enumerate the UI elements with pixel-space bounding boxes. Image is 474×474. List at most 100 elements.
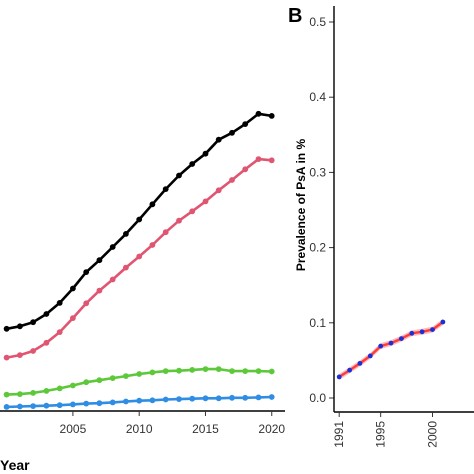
panel-a-point: [70, 315, 76, 321]
panel-a-point: [202, 150, 209, 157]
panel-a-point: [255, 110, 262, 117]
panel-a-point: [17, 352, 23, 358]
panel-b-x-tick-label: 1995: [374, 421, 388, 448]
panel-a-point: [109, 399, 116, 406]
panel-a-point: [176, 396, 182, 402]
panel-a-point: [189, 208, 196, 215]
panel-a-point: [136, 371, 143, 377]
panel-a-point: [83, 379, 90, 386]
panel-a-point: [123, 398, 129, 405]
panel-a-point: [123, 373, 129, 379]
panel-a-point: [30, 348, 36, 354]
panel-a-point: [202, 395, 209, 402]
panel-b-series-layer: [336, 319, 446, 380]
panel-b-y-tick-label: 0.3: [309, 165, 326, 179]
panel-a-point: [162, 186, 169, 193]
panel-a-point: [3, 325, 10, 332]
panel-a-point: [83, 269, 90, 275]
panel-b-y-tick-label: 0.4: [309, 90, 326, 104]
panel-a-point: [255, 368, 262, 374]
panel-a-point: [17, 403, 23, 410]
panel-b-y-tick-label: 0.5: [309, 15, 326, 29]
panel-a-point: [123, 231, 129, 237]
panel-b-y-axis-title: Prevalence of PsA in %: [294, 139, 308, 272]
panel-a-point: [56, 300, 63, 306]
panel-a-point: [123, 264, 129, 271]
panel-a-point: [83, 300, 90, 307]
panel-a-point: [215, 187, 222, 194]
panel-a-point: [229, 129, 235, 136]
panel-a-point: [215, 366, 222, 372]
panel-a-point: [30, 319, 36, 326]
panel-a-point: [242, 394, 249, 401]
panel-a-point: [136, 253, 143, 260]
panel-a-point: [242, 166, 249, 173]
panel-a-point: [56, 385, 63, 392]
panel-b: B Prevalence of PsA in % 0.0 0.1 0.2 0.3 0.4…: [288, 5, 474, 448]
panel-a-point: [30, 403, 36, 409]
panel-b-y-tick-label: 0.0: [309, 391, 326, 405]
panel-b-x-tick-label: 2000: [426, 421, 440, 448]
panel-b-y-tick-label: 0.1: [309, 316, 326, 330]
panel-a-x-ticks: 2005 2010 2015 2020: [60, 411, 285, 436]
panel-b-point: [419, 329, 425, 335]
panel-b-x-ticks: 1991 1995 2000: [332, 412, 440, 448]
panel-a-point: [43, 311, 50, 317]
panel-a-point: [96, 287, 103, 294]
panel-a-point: [109, 276, 116, 283]
panel-b-point: [388, 340, 394, 346]
panel-a-point: [3, 404, 10, 410]
panel-a-point: [229, 394, 235, 401]
panel-b-point: [440, 319, 446, 325]
panel-b-point: [378, 343, 384, 349]
panel-b-point: [347, 367, 352, 373]
panel-a-point: [109, 375, 116, 381]
panel-a-point: [83, 400, 90, 407]
panel-a-point: [268, 394, 275, 400]
panel-a-point: [242, 368, 249, 374]
panel-a-series-layer: [3, 110, 275, 410]
panel-a-point: [176, 367, 182, 374]
panel-a-point: [136, 397, 143, 404]
panel-b-y-tick-label: 0.2: [309, 241, 326, 255]
panel-a-point: [43, 339, 50, 346]
panel-a-point: [202, 198, 209, 205]
panel-a-x-tick-label: 2005: [60, 422, 87, 436]
panel-b-point: [357, 361, 363, 366]
panel-a-point: [202, 366, 209, 372]
panel-a-point: [268, 113, 275, 119]
panel-a-point: [43, 388, 50, 394]
panel-a-point: [3, 391, 10, 398]
panel-a-point: [70, 285, 76, 292]
panel-a-point: [215, 136, 222, 143]
panel-a-point: [149, 242, 156, 248]
panel-a-point: [176, 217, 182, 224]
panel-a-point: [149, 201, 156, 208]
panel-a-x-tick-label: 2015: [192, 422, 219, 436]
panel-a-point: [96, 400, 103, 407]
panel-b-point: [430, 327, 435, 332]
panel-a-point: [56, 329, 63, 335]
panel-a-point: [162, 229, 169, 236]
panel-a-point: [229, 368, 235, 374]
panel-a-x-axis-title: Year: [0, 457, 30, 473]
panel-a-point: [17, 323, 23, 330]
panel-a-point: [96, 377, 103, 384]
panel-b-point: [399, 336, 404, 341]
panel-a-point: [268, 157, 275, 164]
panel-a-point: [56, 402, 63, 409]
panel-a-point: [189, 395, 196, 402]
panel-a-point: [268, 368, 275, 375]
panel-a-point: [162, 368, 169, 374]
panel-a-point: [255, 394, 262, 401]
panel-a-point: [162, 396, 169, 403]
panel-a-point: [3, 354, 10, 361]
panel-a-point: [149, 397, 156, 404]
panel-b-confidence-band: [339, 319, 443, 380]
panel-a: 2005 2010 2015 2020 Year: [0, 110, 285, 473]
panel-a-point: [17, 391, 23, 397]
panel-a-point: [215, 395, 222, 402]
panel-a-point: [96, 257, 103, 264]
panel-a-point: [136, 216, 143, 223]
